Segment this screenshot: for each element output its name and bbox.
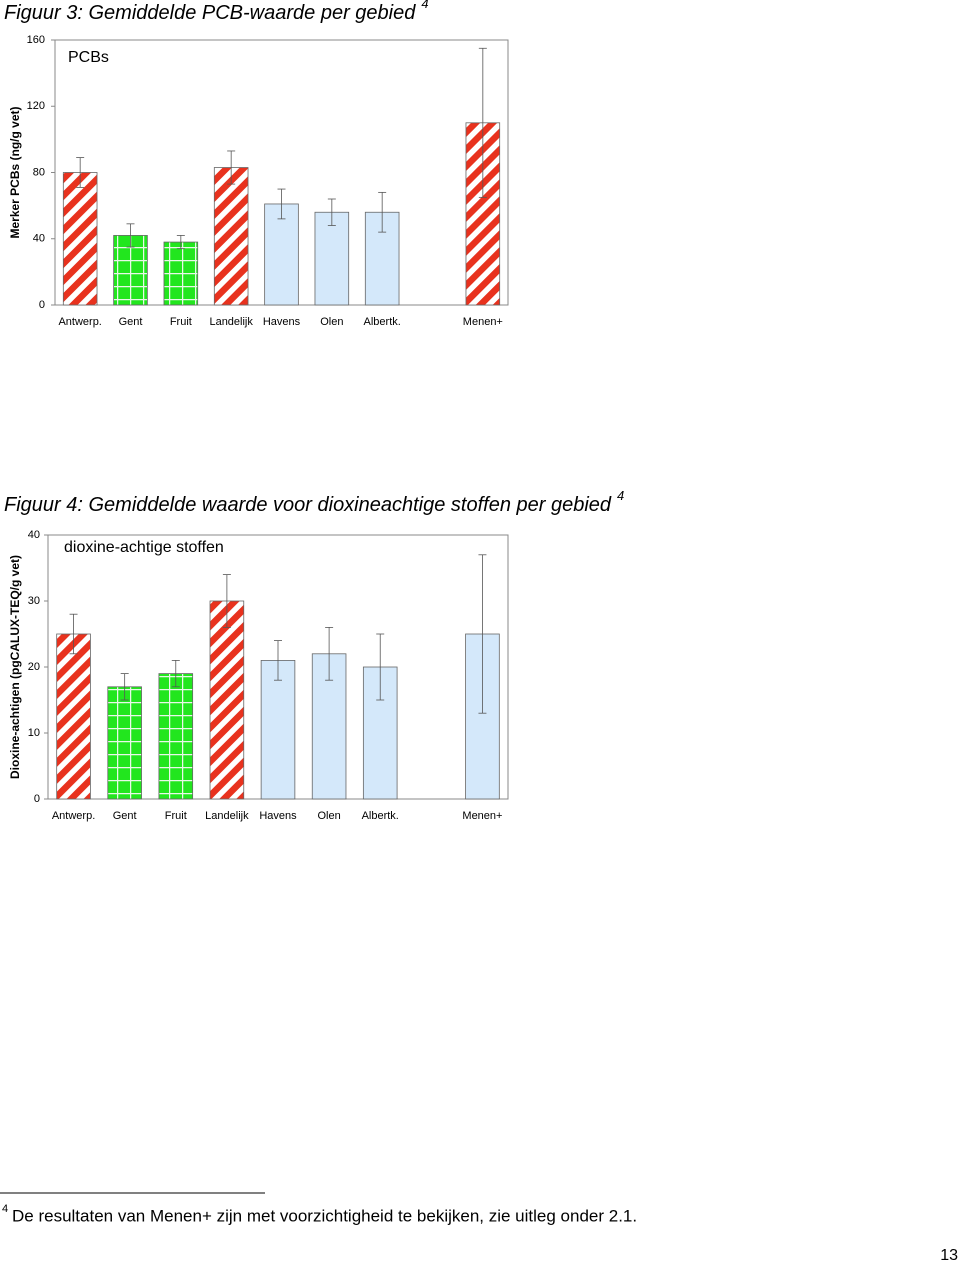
page-number: 13 [940, 1247, 958, 1264]
x-tick-label: Menen+ [462, 810, 502, 822]
bar [209, 600, 245, 800]
bar [158, 673, 194, 800]
y-tick-label: 20 [28, 661, 40, 673]
x-tick-label: Antwerp. [52, 810, 95, 822]
error-bar [478, 47, 487, 198]
x-tick-label: Havens [259, 810, 297, 822]
error-bar [227, 150, 236, 185]
y-tick-label: 160 [27, 34, 45, 46]
error-bar [478, 554, 487, 714]
y-tick-label: 120 [27, 100, 45, 112]
error-bar [120, 673, 129, 701]
x-tick-label: Gent [113, 810, 137, 822]
y-tick-label: 40 [28, 529, 40, 541]
figure-title-note: 4 [421, 0, 428, 11]
error-bar [171, 660, 180, 688]
y-tick-label: 0 [34, 793, 40, 805]
bar [314, 211, 350, 306]
error-bar [325, 627, 334, 681]
footnote-text: De resultaten van Menen+ zijn met voorzi… [12, 1206, 637, 1225]
y-axis-label: Merker PCBs (ng/g vet) [8, 106, 22, 238]
x-tick-label: Landelijk [209, 316, 253, 328]
figure-title: Figuur 4: Gemiddelde waarde voor dioxine… [4, 488, 624, 516]
y-tick-label: 80 [33, 166, 45, 178]
error-bar [376, 633, 385, 701]
error-bar [277, 188, 286, 220]
error-bar [378, 191, 387, 233]
y-tick-label: 0 [39, 299, 45, 311]
x-tick-label: Havens [263, 316, 301, 328]
legend-label: dioxine-achtige stoffen [64, 539, 224, 556]
error-bar [274, 640, 282, 681]
y-tick-label: 30 [28, 595, 40, 607]
figure-title-text: Figuur 4: Gemiddelde waarde voor dioxine… [4, 494, 612, 516]
figure-title-text: Figuur 3: Gemiddelde PCB-waarde per gebi… [4, 2, 416, 24]
x-tick-label: Gent [119, 316, 143, 328]
error-bar [69, 613, 78, 655]
bar [56, 633, 91, 800]
x-tick-label: Olen [317, 810, 340, 822]
error-bar [327, 198, 336, 226]
bar [260, 660, 296, 800]
bar [107, 686, 142, 800]
y-tick-label: 10 [28, 727, 40, 739]
bar [163, 241, 199, 306]
x-tick-label: Fruit [170, 316, 192, 328]
error-bar [126, 223, 135, 248]
bar [213, 167, 249, 306]
bar [62, 172, 98, 306]
x-tick-label: Olen [320, 316, 343, 328]
error-bar [176, 235, 185, 250]
legend-label: PCBs [68, 49, 109, 66]
error-bar [76, 157, 85, 188]
y-axis-label: Dioxine-achtigen (pgCALUX-TEQ/g vet) [8, 555, 22, 779]
y-tick-label: 40 [33, 233, 45, 245]
figure-title-note: 4 [617, 488, 624, 503]
x-tick-label: Landelijk [205, 810, 249, 822]
x-tick-label: Albertk. [364, 316, 401, 328]
x-tick-label: Albertk. [362, 810, 399, 822]
figure-title: Figuur 3: Gemiddelde PCB-waarde per gebi… [4, 0, 429, 24]
footnote-marker: 4 [2, 1203, 8, 1215]
x-tick-label: Fruit [165, 810, 187, 822]
x-tick-label: Menen+ [463, 316, 503, 328]
x-tick-label: Antwerp. [58, 316, 101, 328]
bar [264, 203, 299, 306]
error-bar [222, 574, 231, 628]
